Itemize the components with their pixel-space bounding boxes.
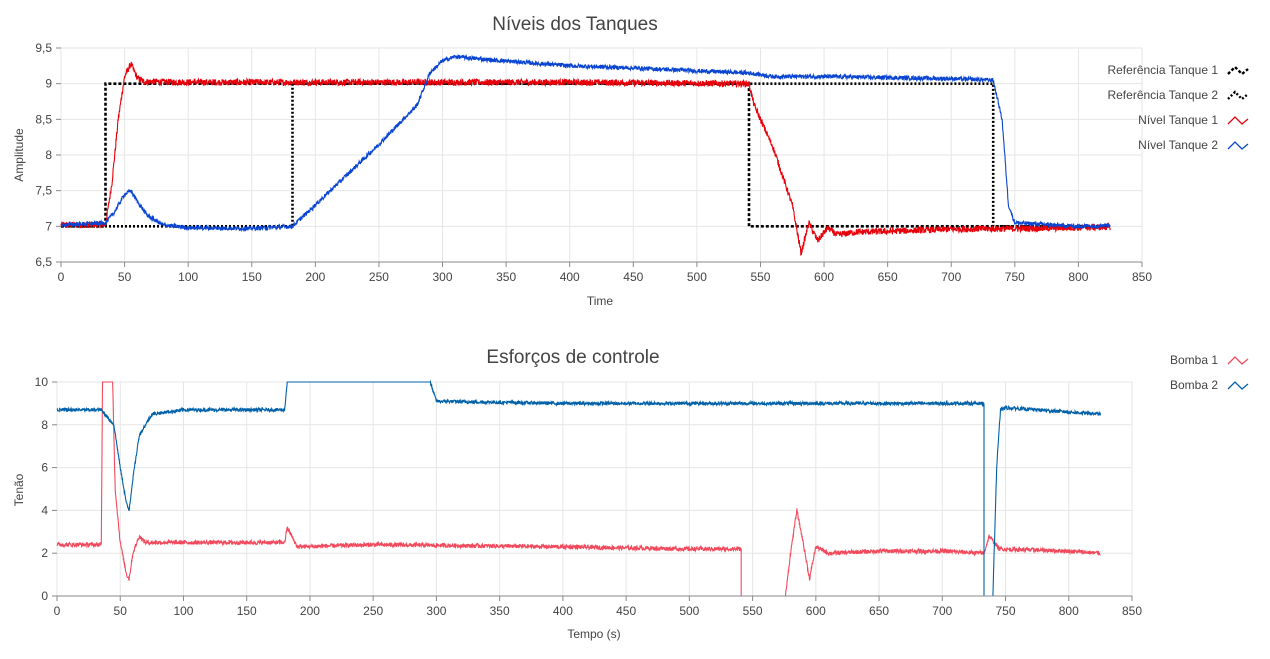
x-tick-label: 700 [932,604,952,618]
x-tick-label: 650 [869,604,889,618]
x-tick-label: 300 [433,270,453,284]
x-tick-label: 850 [1122,604,1142,618]
y-tick-label: 8,5 [35,112,52,126]
y-tick-label: 0 [41,589,48,603]
legend-swatch [1227,381,1249,390]
x-tick-label: 200 [300,604,320,618]
x-tick-label: 850 [1132,270,1152,284]
chart-tank-levels-legend[interactable]: Referência Tanque 1 Referência Tanque 2 Ní… [1107,63,1249,152]
x-tick-label: 400 [553,604,573,618]
chart-tank-levels-x-label: Time [587,294,614,308]
x-tick-label: 250 [369,270,389,284]
y-tick-label: 6 [41,461,48,475]
series-line-1 [56,381,1101,597]
x-tick-label: 700 [941,270,961,284]
x-tick-label: 650 [878,270,898,284]
y-tick-label: 8 [45,148,52,162]
x-tick-label: 300 [426,604,446,618]
x-tick-label: 0 [58,270,65,284]
y-tick-label: 8 [41,418,48,432]
y-tick-label: 6,5 [35,255,52,269]
x-tick-label: 0 [54,604,61,618]
series-line-2 [56,379,1101,597]
chart-control-effort-legend[interactable]: Bomba 1 Bomba 2 [1170,353,1249,392]
legend-label: Referência Tanque 2 [1107,88,1218,102]
legend-label: Bomba 2 [1170,378,1218,392]
series-line-4 [60,54,1111,233]
x-tick-label: 150 [242,270,262,284]
x-tick-label: 800 [1059,604,1079,618]
legend-swatch [1227,65,1249,76]
legend-label: Bomba 1 [1170,353,1218,367]
y-tick-label: 7 [45,219,52,233]
x-tick-label: 500 [687,270,707,284]
x-tick-label: 50 [118,270,132,284]
x-tick-label: 400 [560,270,580,284]
legend-swatch [1227,141,1249,150]
x-tick-label: 550 [743,604,763,618]
series-line-3 [60,61,1111,256]
x-tick-label: 100 [178,270,198,284]
chart-control-effort-x-ticks: 0 50 100 150 200 250 300 350 400 450 500 550 600 650 7… [54,595,1142,618]
chart-tank-levels-series [60,54,1111,256]
x-tick-label: 350 [490,604,510,618]
x-tick-label: 450 [623,270,643,284]
chart-control-effort: Esforços de controle 0 50 100 150 200 250 300 3… [12,347,1249,641]
chart-tank-levels: Níveis dos Tanques 0 50 100 150 200 250 300 350… [12,14,1249,308]
chart-control-effort-y-label: Tenão [12,473,26,506]
chart-control-effort-title: Esforços de controle [486,347,659,368]
y-tick-label: 2 [41,546,48,560]
chart-tank-levels-y-ticks: 6,5 7 7,5 8 8,5 9 9,5 [35,41,61,269]
chart-tank-levels-y-label: Amplitude [12,128,26,182]
x-tick-label: 250 [363,604,383,618]
x-tick-label: 750 [996,604,1016,618]
legend-swatch [1227,356,1249,365]
y-tick-label: 9 [45,77,52,91]
x-tick-label: 100 [173,604,193,618]
chart-control-effort-y-ticks: 0 2 4 6 8 10 [35,375,57,603]
y-tick-label: 7,5 [35,184,52,198]
y-tick-label: 10 [35,375,49,389]
y-tick-label: 4 [41,503,48,517]
legend-swatch [1227,116,1249,125]
x-tick-label: 600 [806,604,826,618]
chart-control-effort-x-label: Tempo (s) [567,627,620,641]
x-tick-label: 800 [1068,270,1088,284]
x-tick-label: 450 [616,604,636,618]
x-tick-label: 350 [496,270,516,284]
x-tick-label: 150 [237,604,257,618]
legend-label: Nível Tanque 1 [1138,113,1218,127]
chart-tank-levels-x-ticks: 0 50 100 150 200 250 300 350 400 450 500 550 600 650 7… [58,261,1152,284]
x-tick-label: 550 [750,270,770,284]
chart-control-effort-series [56,379,1101,597]
x-tick-label: 200 [305,270,325,284]
x-tick-label: 750 [1005,270,1025,284]
x-tick-label: 500 [679,604,699,618]
legend-label: Nível Tanque 2 [1138,138,1218,152]
x-tick-label: 600 [814,270,834,284]
chart-control-effort-grid [56,381,1133,597]
y-tick-label: 9,5 [35,41,52,55]
legend-swatch [1227,90,1249,101]
x-tick-label: 50 [114,604,128,618]
legend-label: Referência Tanque 1 [1107,63,1218,77]
chart-tank-levels-title: Níveis dos Tanques [492,14,657,35]
